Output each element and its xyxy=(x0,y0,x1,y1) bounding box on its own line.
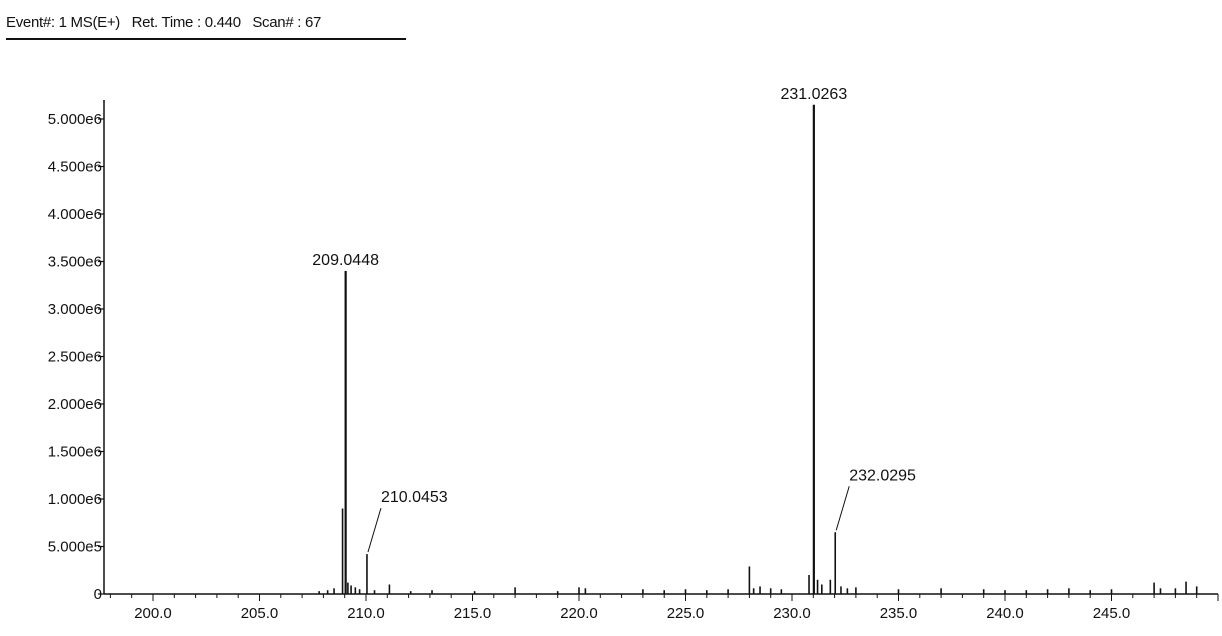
y-tick-label: 0 xyxy=(94,586,102,603)
x-tick-label: 215.0 xyxy=(454,605,492,622)
scan-number-label: Scan# : 67 xyxy=(252,14,322,31)
x-tick-label: 245.0 xyxy=(1093,605,1131,622)
y-tick-label: 5.000e6 xyxy=(48,111,102,128)
peak-mz-label: 231.0263 xyxy=(780,86,847,103)
event-label: Event#: 1 MS(E+) xyxy=(6,14,120,31)
peak-label-leader xyxy=(835,486,850,531)
x-tick-label: 235.0 xyxy=(880,605,918,622)
y-tick-label: 1.000e6 xyxy=(48,491,102,508)
peak-mz-label: 232.0295 xyxy=(849,467,916,484)
x-tick-label: 230.0 xyxy=(773,605,811,622)
y-tick-label: 3.500e6 xyxy=(48,254,102,271)
peak-label-leader xyxy=(367,507,382,553)
retention-time-label: Ret. Time : 0.440 xyxy=(131,14,241,31)
y-tick-label: 5.000e5 xyxy=(48,539,102,556)
peak-mz-label: 210.0453 xyxy=(381,489,448,506)
scan-info-header: Event#: 1 MS(E+) Ret. Time : 0.440 Scan#… xyxy=(6,14,321,31)
x-tick-label: 210.0 xyxy=(347,605,385,622)
y-tick-label: 4.000e6 xyxy=(48,206,102,223)
chart-axes: 0 5.000e5 1.000e6 1.500e6 2.000e6 2.500e6 3.00… xyxy=(48,100,1219,622)
y-tick-label: 1.500e6 xyxy=(48,444,102,461)
peak-labels: 209.0448 210.0453 231.0263 232.0295 xyxy=(312,86,916,553)
peak-mz-label: 209.0448 xyxy=(312,252,379,269)
header-underline xyxy=(6,38,406,40)
x-tick-label: 220.0 xyxy=(560,605,598,622)
spectrum-peaks xyxy=(318,104,1198,594)
x-tick-label: 205.0 xyxy=(241,605,279,622)
y-tick-label: 2.500e6 xyxy=(48,349,102,366)
x-tick-label: 225.0 xyxy=(667,605,705,622)
y-tick-label: 4.500e6 xyxy=(48,159,102,176)
y-tick-label: 3.000e6 xyxy=(48,301,102,318)
y-tick-label: 2.000e6 xyxy=(48,396,102,413)
x-tick-label: 240.0 xyxy=(986,605,1024,622)
x-tick-label: 200.0 xyxy=(134,605,172,622)
